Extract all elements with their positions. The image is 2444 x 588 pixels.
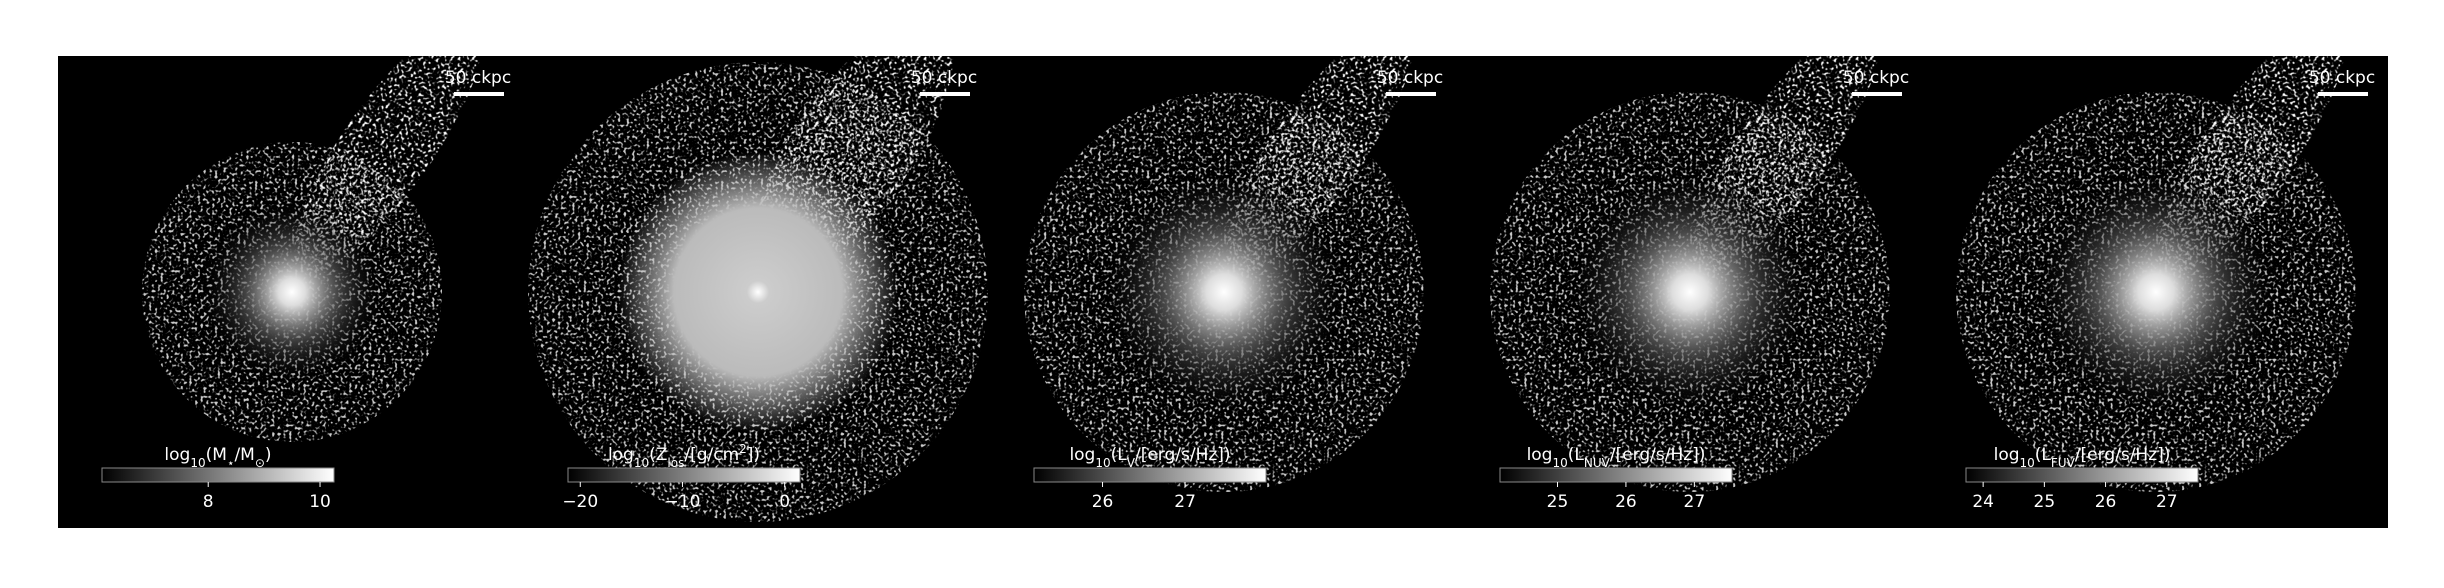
galaxy-image	[1490, 56, 1890, 492]
colorbar-label-part: log	[1527, 445, 1553, 465]
core	[1570, 172, 1810, 412]
colorbar-label-part: (L	[1568, 445, 1585, 465]
panel: 50 ckpc log10(LFUV/[erg/s/Hz]) 24 25 26 27	[1922, 56, 2388, 528]
colorbar-label-part: /[erg/s/Hz])	[1135, 445, 1231, 465]
colorbar-tick-label: 25	[1547, 492, 1569, 512]
colorbar	[1499, 467, 1733, 483]
colorbar-tick-label: 27	[2156, 492, 2178, 512]
colorbar-label-part: 10	[190, 456, 205, 470]
core	[202, 202, 382, 382]
colorbar-tick-label: 26	[1615, 492, 1637, 512]
panel: 50 ckpc log10(LNUV/[erg/s/Hz]) 25 26 27	[1456, 56, 1922, 528]
colorbar-tick-label: −20	[562, 492, 598, 512]
colorbar-label-part: log	[1069, 445, 1095, 465]
colorbar-label: log10(Zlos/[g/cm2])	[608, 442, 760, 470]
colorbar-label-part: (Z	[649, 445, 667, 465]
colorbar-label-part: NUV	[1584, 456, 1611, 470]
colorbar-label: log10(LNUV/[erg/s/Hz])	[1527, 445, 1706, 470]
colorbar-label-part: /[erg/s/Hz])	[2075, 445, 2171, 465]
colorbar	[101, 467, 335, 483]
scale-bar-label: 50 ckpc	[911, 68, 977, 88]
colorbar-label-part: 10	[1095, 456, 1110, 470]
colorbar-tick-label: 26	[1092, 492, 1114, 512]
core	[2036, 172, 2276, 412]
colorbar-label-part: log	[164, 445, 190, 465]
colorbar-tick-label: 27	[1174, 492, 1196, 512]
galaxy-image	[1956, 56, 2356, 492]
colorbar-tick-label: 26	[2095, 492, 2117, 512]
colorbar-tick-label: 8	[203, 492, 214, 512]
colorbar-label: log10(M⋆/M⊙)	[164, 445, 271, 470]
scale-bar-label: 50 ckpc	[1843, 68, 1909, 88]
colorbar-label-part: los	[667, 456, 684, 470]
colorbar-label-part: 2	[739, 442, 747, 456]
colorbar-tick-label: 25	[2034, 492, 2056, 512]
colorbar-tick-label: 0	[779, 492, 790, 512]
scale-bar-label: 50 ckpc	[2309, 68, 2375, 88]
colorbar-label-part: V	[1127, 456, 1136, 470]
colorbar-tick-label: −10	[665, 492, 701, 512]
colorbar-tick-label: 27	[1684, 492, 1706, 512]
scale-bar-label: 50 ckpc	[1377, 68, 1443, 88]
colorbar-label-part: ⋆	[227, 456, 235, 470]
colorbar-label-part: (L	[2035, 445, 2052, 465]
panel: 50 ckpc log10(Zlos/[g/cm2]) −20 −10 0	[524, 56, 990, 528]
colorbar-label-part: 10	[634, 456, 649, 470]
core	[1104, 172, 1344, 412]
colorbar	[567, 467, 801, 483]
scale-bar-label: 50 ckpc	[445, 68, 511, 88]
colorbar-label-part: ])	[747, 445, 760, 465]
colorbar-tick-label: 10	[309, 492, 331, 512]
galaxy-image	[528, 56, 988, 522]
colorbar-label-part: 10	[1552, 456, 1567, 470]
core	[618, 152, 898, 432]
colorbar-label-part: (L	[1111, 445, 1128, 465]
colorbar-label-part: ⊙	[255, 456, 265, 470]
colorbar-label-part: /[erg/s/Hz])	[1610, 445, 1706, 465]
colorbar-label: log10(LFUV/[erg/s/Hz])	[1994, 445, 2171, 470]
colorbar-label-part: /M	[234, 445, 254, 465]
colorbar-label-part: )	[265, 445, 272, 465]
colorbar	[1033, 467, 1267, 483]
panel: 50 ckpc log10(LV/[erg/s/Hz]) 26 27	[990, 56, 1456, 528]
colorbar-label: log10(LV/[erg/s/Hz])	[1069, 445, 1230, 470]
colorbar-label-part: log	[608, 445, 634, 465]
colorbar	[1965, 467, 2199, 483]
colorbar-label-part: log	[1994, 445, 2020, 465]
colorbar-label-part: 10	[2020, 456, 2035, 470]
galaxy-image	[1024, 56, 1424, 492]
colorbar-label-part: /[g/cm	[684, 445, 739, 465]
colorbar-label-part: (M	[206, 445, 227, 465]
colorbar-label-part: FUV	[2051, 456, 2076, 470]
galaxy-image	[142, 56, 482, 442]
colorbar-tick-label: 24	[1972, 492, 1994, 512]
